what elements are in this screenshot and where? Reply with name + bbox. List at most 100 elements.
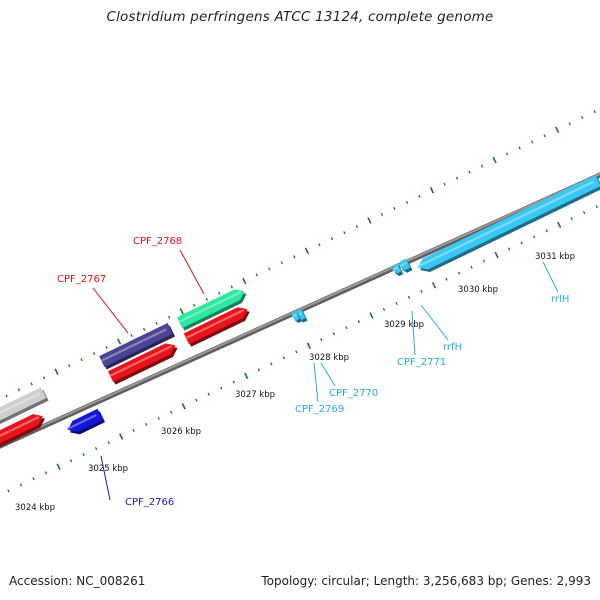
inner-tick [44, 471, 48, 475]
feature-red-cds-right-highlight [185, 309, 244, 339]
outer-tick [155, 321, 158, 325]
feature-grey-cds-highlight [0, 392, 41, 414]
outer-tick [593, 110, 596, 114]
feature-red-cds-left-body [0, 414, 43, 444]
outer-tick [318, 243, 321, 247]
inner-tick [445, 277, 448, 281]
feature-trna-b-highlight [292, 313, 298, 318]
outer-tick-track [5, 110, 596, 398]
inner-tick [195, 398, 198, 402]
feature-red-cds-left-highlight [0, 416, 40, 437]
inner-tick [181, 403, 186, 410]
inner-tick [270, 362, 273, 366]
outer-tick [67, 364, 71, 368]
feature-rrfH-b-highlight [392, 266, 399, 271]
outer-tick [105, 346, 108, 350]
outer-tick [5, 394, 8, 398]
outer-tick [367, 217, 372, 224]
outer-tick [455, 176, 459, 180]
inner-tick [395, 301, 398, 305]
outer-tick [330, 237, 334, 241]
outer-tick [255, 273, 259, 277]
map-title: Clostridium perfringens ATCC 13124, comp… [106, 9, 494, 25]
outer-tick [468, 170, 471, 174]
outer-tick [355, 225, 359, 229]
feature-navy-cds [99, 323, 176, 370]
gene-label: CPF_2767 [57, 274, 106, 285]
outer-tick [518, 146, 521, 150]
outer-tick [555, 126, 560, 134]
inner-tick [357, 320, 361, 324]
feature-rrfH-a [399, 258, 413, 273]
inner-tick [320, 338, 323, 342]
gene-leader-line [320, 362, 336, 387]
inner-tick [420, 289, 423, 293]
gene-leader-line [179, 249, 205, 295]
inner-tick [7, 489, 10, 493]
outer-tick [17, 388, 21, 392]
outer-tick [268, 267, 271, 271]
outer-tick [242, 277, 247, 285]
inner-tick [244, 372, 249, 380]
outer-tick [92, 352, 96, 356]
feature-red-cds-left [0, 414, 46, 448]
inner-tick [369, 312, 374, 319]
inner-tick [56, 463, 61, 470]
inner-tick [306, 342, 311, 350]
inner-tick [583, 211, 586, 215]
inner-tick [470, 265, 473, 269]
scale-labels: 3024 kbp 3025 kbp 3026 kbp 3027 kbp 3028 kbp… [15, 252, 575, 513]
inner-tick [170, 410, 173, 414]
feature-blue-cds-highlight [67, 414, 97, 430]
feature-blue-cds [67, 408, 106, 435]
scale-label: 3025 kbp [88, 464, 128, 474]
outer-tick [380, 212, 384, 217]
gene-label: CPF_2766 [125, 497, 174, 508]
outer-tick [568, 122, 571, 126]
gene-leader-line [92, 287, 129, 334]
outer-tick [480, 164, 484, 168]
scale-label: 3031 kbp [535, 252, 575, 262]
gene-leader-line [411, 310, 416, 356]
inner-tick [157, 416, 160, 420]
gene-labels: CPF_2766 CPF_2767 CPF_2768 CPF_2769 CPF_2770… [57, 236, 569, 508]
outer-tick [80, 358, 83, 362]
scale-label: 3024 kbp [15, 503, 55, 513]
scale-label: 3027 kbp [235, 390, 275, 400]
inner-tick [69, 459, 73, 463]
outer-tick [130, 333, 133, 338]
scale-label: 3028 kbp [309, 353, 349, 363]
outer-tick [230, 285, 233, 289]
feature-track [0, 175, 600, 448]
outer-tick [492, 156, 497, 164]
inner-tick [520, 241, 523, 245]
inner-tick [332, 332, 336, 336]
feature-red-cds-mid-highlight [110, 345, 172, 377]
inner-tick [457, 271, 461, 275]
gene-leader-line [100, 455, 111, 501]
feature-rrna-rrlH [417, 175, 600, 273]
feature-rrfH-b [392, 263, 404, 277]
feature-navy-cds-highlight [101, 328, 167, 362]
gene-label: CPF_2770 [329, 388, 378, 399]
inner-tick [532, 235, 536, 239]
gene-label: CPF_2768 [133, 236, 182, 247]
feature-green-cds-highlight [179, 291, 241, 323]
outer-tick [543, 134, 546, 138]
scale-label: 3026 kbp [161, 427, 201, 437]
feature-red-cds-right [183, 307, 250, 347]
inner-tick [19, 483, 23, 487]
inner-tick [570, 217, 573, 221]
inner-tick-track [7, 205, 598, 493]
inner-tick [220, 386, 223, 390]
genome-summary-text: Topology: circular; Length: 3,256,683 bp… [261, 574, 591, 588]
inner-tick [257, 368, 261, 372]
outer-tick [30, 382, 33, 386]
inner-tick [107, 441, 110, 445]
outer-tick [530, 140, 534, 144]
outer-tick [343, 231, 346, 235]
inner-tick [119, 433, 124, 440]
inner-tick [32, 477, 35, 481]
outer-tick [54, 368, 59, 375]
